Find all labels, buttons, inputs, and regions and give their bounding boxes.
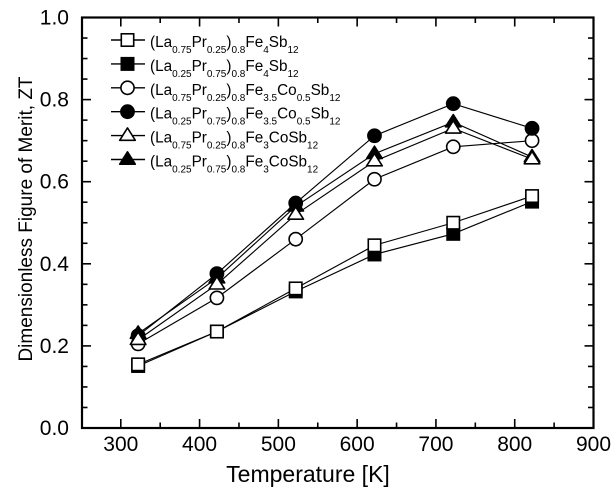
svg-text:800: 800 xyxy=(497,433,532,456)
svg-text:(La0.75Pr0.25)0.8Fe3CoSb12: (La0.75Pr0.25)0.8Fe3CoSb12 xyxy=(150,130,319,152)
svg-text:0.0: 0.0 xyxy=(40,417,69,440)
svg-text:300: 300 xyxy=(103,433,138,456)
svg-text:0.2: 0.2 xyxy=(40,335,69,358)
svg-text:900: 900 xyxy=(576,433,611,456)
svg-text:1.0: 1.0 xyxy=(40,7,69,30)
svg-text:0.6: 0.6 xyxy=(40,171,69,194)
svg-text:(La0.75Pr0.25)0.8Fe4Sb12: (La0.75Pr0.25)0.8Fe4Sb12 xyxy=(150,34,299,56)
svg-text:(La0.25Pr0.75)0.8Fe4Sb12: (La0.25Pr0.75)0.8Fe4Sb12 xyxy=(150,58,299,80)
svg-text:600: 600 xyxy=(340,433,375,456)
svg-text:400: 400 xyxy=(182,433,217,456)
svg-text:(La0.25Pr0.75)0.8Fe3.5Co0.5Sb1: (La0.25Pr0.75)0.8Fe3.5Co0.5Sb12 xyxy=(150,106,341,128)
svg-text:(La0.75Pr0.25)0.8Fe3.5Co0.5Sb1: (La0.75Pr0.25)0.8Fe3.5Co0.5Sb12 xyxy=(150,82,341,104)
svg-text:0.8: 0.8 xyxy=(40,89,69,112)
svg-text:700: 700 xyxy=(418,433,453,456)
svg-text:0.4: 0.4 xyxy=(40,253,70,276)
svg-text:500: 500 xyxy=(261,433,296,456)
svg-text:(La0.25Pr0.75)0.8Fe3CoSb12: (La0.25Pr0.75)0.8Fe3CoSb12 xyxy=(150,154,319,176)
